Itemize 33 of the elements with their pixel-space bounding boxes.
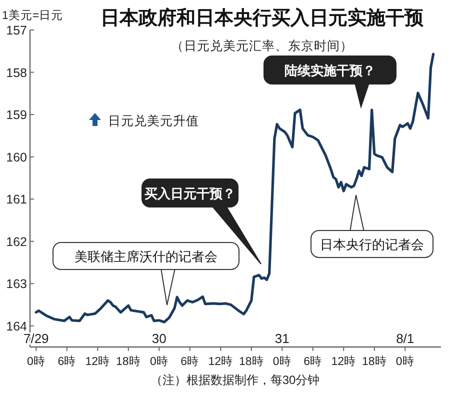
x-tick-label: 12時: [208, 355, 234, 368]
annotation: 日本央行的记者会: [320, 237, 424, 252]
x-tick-label: 18時: [238, 355, 264, 368]
x-tick-label: 18時: [362, 355, 387, 368]
x-tick-label: 12時: [85, 355, 110, 368]
annotation: 买入日元干预？: [144, 186, 236, 201]
text: （注）根据数据制作，每30分钟: [150, 373, 320, 387]
y-tick-label: 160: [6, 150, 28, 164]
x-tick-label: 6時: [304, 355, 322, 368]
x2-tick-label: 8/1: [396, 331, 414, 346]
chart-title: 日本政府和日本央行买入日元实施干预: [100, 7, 424, 29]
text: （日元兑美元汇率、东京时间）: [171, 38, 353, 53]
y-tick-label: 159: [6, 108, 28, 122]
x-tick-label: 0時: [396, 355, 414, 368]
y-tick-label: 158: [6, 66, 28, 80]
x-tick-label: 0時: [272, 355, 292, 368]
x-tick-label: 0時: [150, 355, 168, 368]
annotation: 陆续实施干预？: [284, 63, 376, 78]
y-tick-label: 164: [6, 319, 28, 334]
y-tick-label: 162: [6, 234, 28, 249]
annotation: 日元兑美元升值: [108, 113, 199, 128]
y-axis-title: 1美元=日元: [2, 8, 64, 22]
annotation: 美联储主席沃什的记者会: [74, 249, 218, 264]
x-tick-label: 6時: [180, 355, 200, 368]
y-tick-label: 157: [6, 24, 28, 38]
x-tick-label: 18時: [116, 355, 141, 368]
x-tick-label: 6時: [58, 355, 76, 368]
x-tick-label: 0時: [26, 355, 46, 368]
y-tick-label: 163: [6, 277, 28, 292]
x-tick-label: 12時: [331, 355, 356, 368]
x2-tick-label: 31: [274, 331, 290, 346]
x2-tick-label: 30: [152, 331, 166, 346]
y-tick-label: 161: [6, 192, 28, 207]
